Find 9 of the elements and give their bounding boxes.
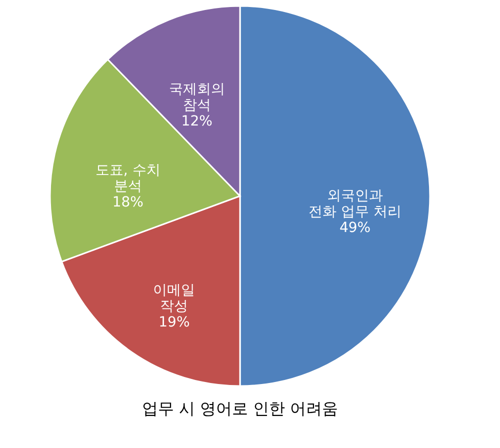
data-label: 18% [112, 194, 144, 210]
slice-label: 외국인과 전화 업무 처리 [308, 188, 402, 220]
data-label: 49% [339, 220, 371, 236]
slice-label: 국제회의 참석 [168, 81, 225, 114]
text: 업무 시 영어로 인한 어려움 [142, 399, 338, 418]
data-label: 12% [181, 113, 212, 130]
data-label: 19% [158, 314, 190, 330]
slice-label: 도표, 수치 분석 [95, 162, 160, 194]
slice-label: 이메일 작성 [153, 282, 196, 314]
